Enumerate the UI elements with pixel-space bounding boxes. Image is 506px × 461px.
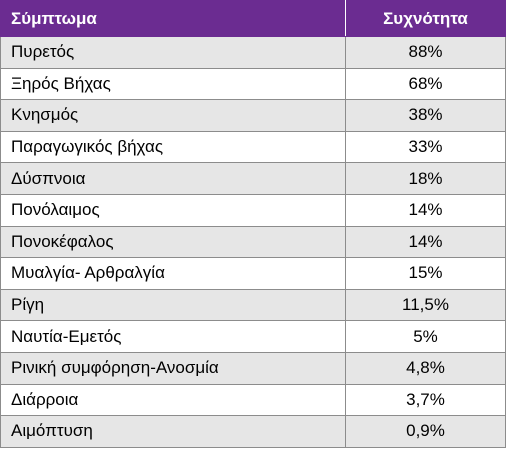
table-row: Ναυτία-Εμετός 5%	[0, 320, 506, 353]
symptom-cell: Αιμόπτυση	[0, 415, 346, 448]
symptom-cell: Ξηρός Βήχας	[0, 67, 346, 101]
column-header-frequency: Συχνότητα	[345, 0, 506, 37]
frequency-cell: 38%	[345, 99, 506, 132]
table-row: Διάρροια 3,7%	[0, 383, 506, 417]
table-row: Κνησμός 38%	[0, 99, 506, 132]
frequency-cell: 0,9%	[345, 415, 506, 448]
frequency-cell: 11,5%	[345, 288, 506, 322]
symptom-cell: Παραγωγικός βήχας	[0, 130, 346, 164]
frequency-cell: 68%	[345, 67, 506, 101]
table-row: Πυρετός 88%	[0, 36, 506, 69]
table-row: Πονοκέφαλος 14%	[0, 225, 506, 259]
symptom-cell: Ρινική συμφόρηση-Ανοσμία	[0, 351, 346, 385]
table-row: Πονόλαιμος 14%	[0, 193, 506, 227]
column-header-symptom: Σύμπτωμα	[0, 0, 346, 37]
frequency-cell: 3,7%	[345, 383, 506, 417]
symptom-cell: Δύσπνοια	[0, 162, 346, 195]
symptom-cell: Κνησμός	[0, 99, 346, 132]
table-header-row: Σύμπτωμα Συχνότητα	[0, 0, 506, 37]
frequency-cell: 4,8%	[345, 351, 506, 385]
table-row: Ξηρός Βήχας 68%	[0, 67, 506, 101]
symptom-cell: Πυρετός	[0, 36, 346, 69]
symptom-cell: Μυαλγία- Αρθραλγία	[0, 257, 346, 290]
table-row: Μυαλγία- Αρθραλγία 15%	[0, 257, 506, 290]
frequency-cell: 15%	[345, 257, 506, 290]
symptom-frequency-table: Σύμπτωμα Συχνότητα Πυρετός 88% Ξηρός Βήχ…	[0, 0, 506, 448]
frequency-cell: 33%	[345, 130, 506, 164]
symptom-cell: Ρίγη	[0, 288, 346, 322]
table-row: Παραγωγικός βήχας 33%	[0, 130, 506, 164]
frequency-cell: 18%	[345, 162, 506, 195]
frequency-cell: 14%	[345, 225, 506, 259]
frequency-cell: 14%	[345, 193, 506, 227]
table-row: Δύσπνοια 18%	[0, 162, 506, 195]
frequency-cell: 88%	[345, 36, 506, 69]
symptom-cell: Πονόλαιμος	[0, 193, 346, 227]
table-row: Αιμόπτυση 0,9%	[0, 415, 506, 448]
table-row: Ρίγη 11,5%	[0, 288, 506, 322]
table-row: Ρινική συμφόρηση-Ανοσμία 4,8%	[0, 351, 506, 385]
symptom-cell: Διάρροια	[0, 383, 346, 417]
frequency-cell: 5%	[345, 320, 506, 353]
symptom-cell: Πονοκέφαλος	[0, 225, 346, 259]
symptom-cell: Ναυτία-Εμετός	[0, 320, 346, 353]
